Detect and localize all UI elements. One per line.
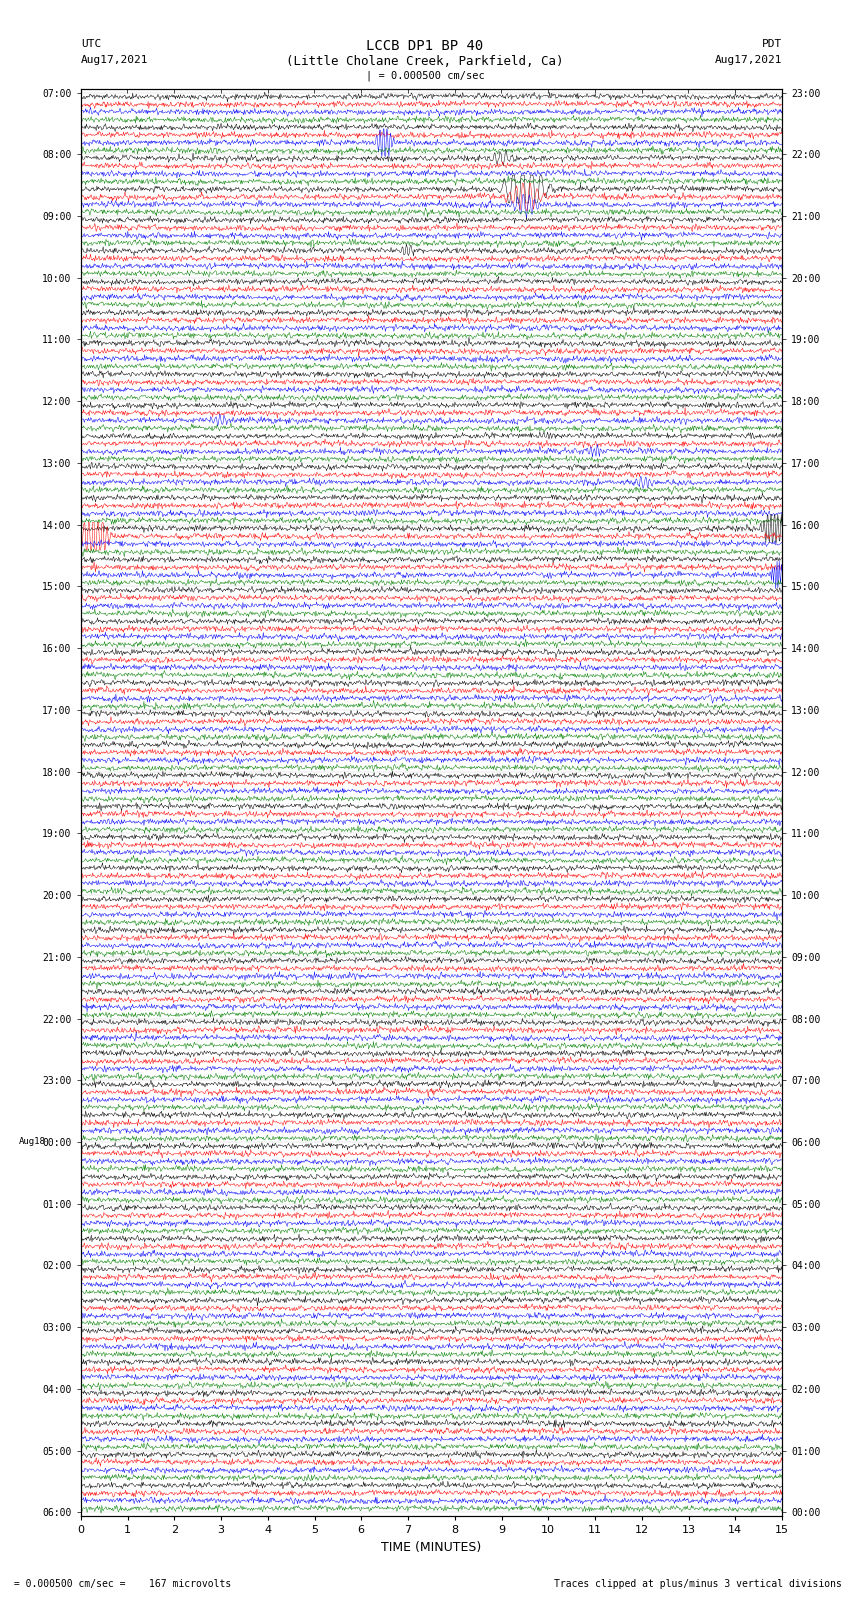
Text: PDT: PDT [762,39,782,48]
Text: | = 0.000500 cm/sec: | = 0.000500 cm/sec [366,71,484,82]
Text: LCCB DP1 BP 40: LCCB DP1 BP 40 [366,39,484,53]
Text: Aug18: Aug18 [19,1137,46,1147]
Text: UTC: UTC [81,39,101,48]
Text: (Little Cholane Creek, Parkfield, Ca): (Little Cholane Creek, Parkfield, Ca) [286,55,564,68]
Text: Aug17,2021: Aug17,2021 [81,55,148,65]
Text: Traces clipped at plus/minus 3 vertical divisions: Traces clipped at plus/minus 3 vertical … [553,1579,842,1589]
Text: = 0.000500 cm/sec =    167 microvolts: = 0.000500 cm/sec = 167 microvolts [8,1579,232,1589]
Text: Aug17,2021: Aug17,2021 [715,55,782,65]
X-axis label: TIME (MINUTES): TIME (MINUTES) [382,1540,481,1553]
